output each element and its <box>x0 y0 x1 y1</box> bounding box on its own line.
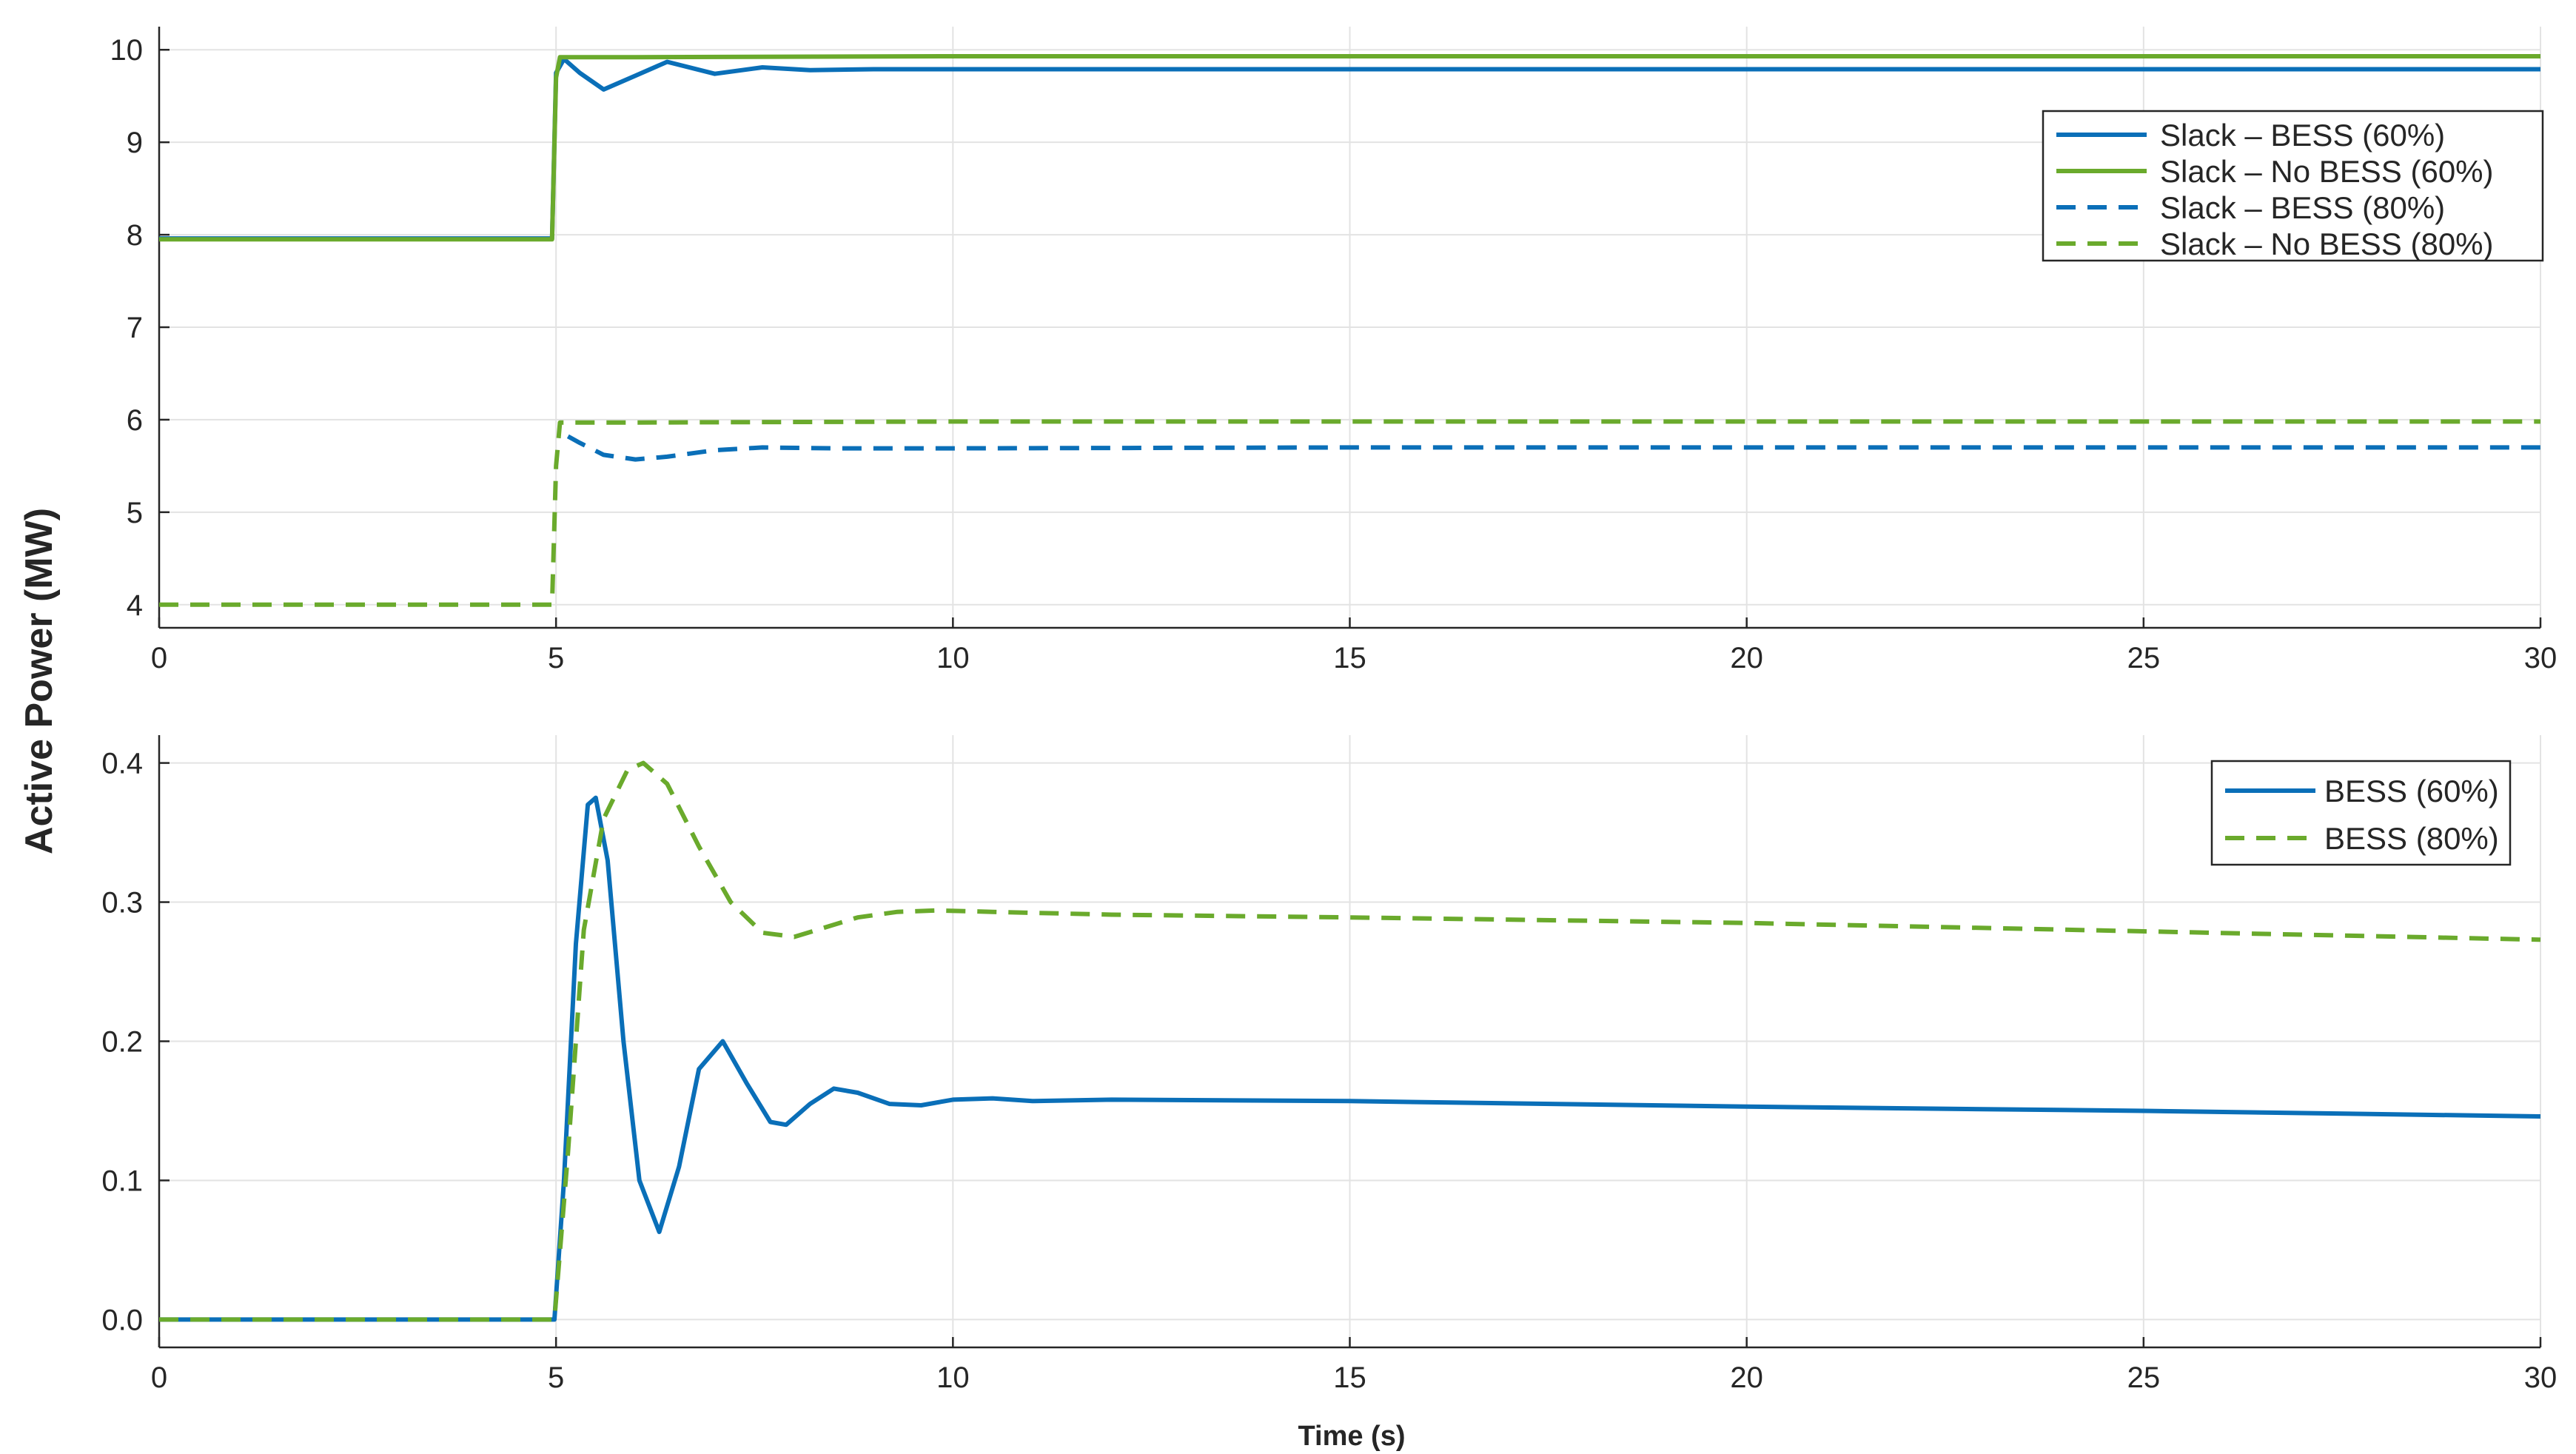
series-line-2 <box>159 760 2541 1322</box>
x-tick-label: 25 <box>2127 1361 2161 1394</box>
y-axis-label: Active Power (MW) <box>18 508 61 854</box>
x-tick-label: 30 <box>2524 642 2557 674</box>
y-tick-label: 0.4 <box>101 748 143 780</box>
x-tick-label: 30 <box>2524 1361 2557 1394</box>
x-tick-label: 10 <box>936 1361 970 1394</box>
x-axis-label: Time (s) <box>1298 1421 1405 1452</box>
legend-box <box>2210 760 2512 866</box>
y-tick-label: 0.2 <box>101 1026 143 1059</box>
series-line-2 <box>159 54 2540 242</box>
y-tick-label: 7 <box>127 312 143 344</box>
legend: Slack – BESS (60%)Slack – No BESS (60%)S… <box>2042 110 2544 262</box>
x-tick-label: 25 <box>2127 642 2161 674</box>
x-tick-label: 20 <box>1730 642 1763 674</box>
x-tick-label: 0 <box>151 1361 167 1394</box>
x-tick-label: 15 <box>1333 1361 1366 1394</box>
series-line-3 <box>566 434 2540 462</box>
y-tick-label: 0.0 <box>101 1304 143 1336</box>
y-tick-label: 9 <box>127 127 143 159</box>
legend-entry: Slack – BESS (80%) <box>2160 190 2445 225</box>
legend-entry: Slack – BESS (60%) <box>2160 118 2445 153</box>
x-tick-label: 5 <box>548 1361 564 1394</box>
y-tick-label: 0.1 <box>101 1165 143 1197</box>
x-tick-label: 20 <box>1730 1361 1763 1394</box>
series-line-1 <box>159 795 2541 1322</box>
legend-entry: BESS (60%) <box>2324 774 2499 808</box>
series-line-4 <box>159 419 2540 607</box>
x-tick-label: 10 <box>936 642 970 674</box>
series-line-1 <box>159 56 2540 241</box>
legend-entry: Slack – No BESS (80%) <box>2160 227 2494 261</box>
y-tick-label: 5 <box>127 497 143 529</box>
x-tick-label: 15 <box>1333 642 1366 674</box>
legend-entry: BESS (80%) <box>2324 821 2499 856</box>
y-tick-label: 0.3 <box>101 887 143 919</box>
x-tick-label: 5 <box>548 642 564 674</box>
y-tick-label: 10 <box>110 34 144 67</box>
y-tick-label: 4 <box>127 589 143 622</box>
y-tick-label: 8 <box>127 219 143 252</box>
y-tick-label: 6 <box>127 404 143 437</box>
x-tick-label: 0 <box>151 642 167 674</box>
legend-entry: Slack – No BESS (60%) <box>2160 154 2494 189</box>
legend: BESS (60%) BESS (80%) <box>2210 760 2512 866</box>
